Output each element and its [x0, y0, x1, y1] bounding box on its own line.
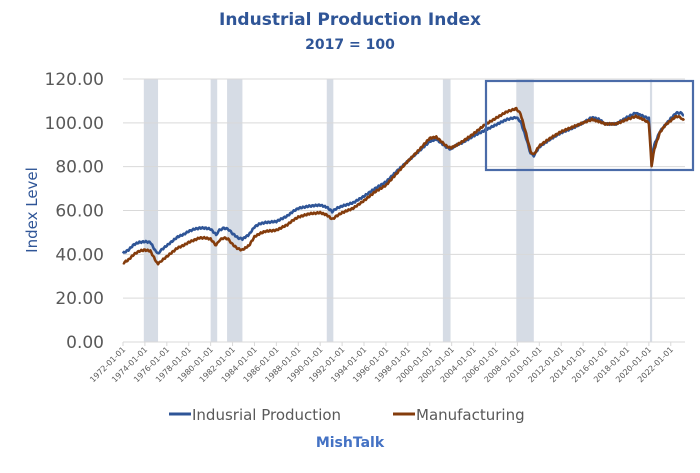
y-axis-label: Index Level	[23, 167, 41, 253]
legend-label-manufacturing: Manufacturing	[416, 406, 525, 424]
y-tick-label: 80.00	[55, 158, 104, 178]
y-tick-label: 100.00	[45, 114, 104, 134]
y-tick-label: 40.00	[55, 245, 104, 265]
y-axis: 0.00 20.00 40.00 60.00 80.00 100.00 120.00	[45, 70, 104, 353]
chart-subtitle: 2017 = 100	[305, 37, 395, 53]
legend: Indusrial Production Manufacturing	[169, 406, 525, 424]
gridlines	[123, 78, 685, 343]
series-lines	[121, 106, 686, 266]
y-tick-label: 20.00	[55, 289, 104, 309]
highlight-box-layer	[484, 79, 695, 172]
footer-brand: MishTalk	[316, 435, 385, 451]
y-tick-label: 120.00	[45, 70, 104, 90]
highlight-box	[484, 79, 695, 172]
x-axis: 1972-01-011974-01-011976-01-011978-01-01…	[88, 342, 675, 384]
chart-title: Industrial Production Index	[219, 10, 481, 30]
legend-label-industrial-production: Indusrial Production	[192, 406, 341, 424]
series-line-manufacturing	[122, 106, 686, 266]
series-line-indusrial-production	[121, 110, 685, 255]
y-tick-label: 0.00	[66, 333, 104, 353]
y-tick-label: 60.00	[55, 202, 104, 222]
